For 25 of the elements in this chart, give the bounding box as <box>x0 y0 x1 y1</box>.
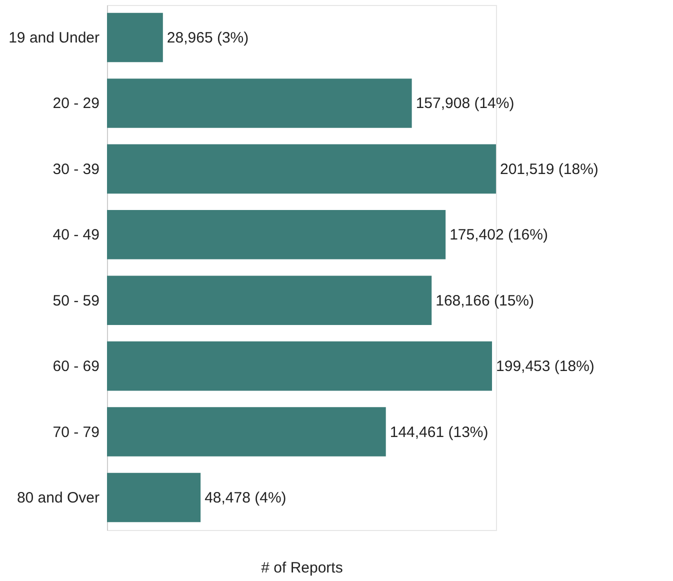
bar <box>107 210 446 260</box>
bar <box>107 276 432 325</box>
bar <box>107 12 163 62</box>
data-label: 201,519 (18%) <box>500 160 598 178</box>
y-tick-label: 80 and Over <box>16 489 100 506</box>
x-axis-title: # of Reports <box>261 560 343 576</box>
y-tick-label: 40 - 49 <box>52 226 100 244</box>
data-label: 199,453 (18%) <box>496 358 594 376</box>
y-tick-label: 20 - 29 <box>52 95 100 112</box>
data-label: 157,908 (14%) <box>416 95 514 112</box>
y-tick-label: 70 - 79 <box>52 424 100 441</box>
y-tick-label: 19 and Under <box>8 30 100 47</box>
bar <box>107 472 201 522</box>
y-tick-label: 60 - 69 <box>52 358 100 376</box>
y-tick-label: 30 - 39 <box>52 160 100 178</box>
bar <box>107 341 492 391</box>
data-label: 175,402 (16%) <box>450 226 548 244</box>
data-label: 168,166 (15%) <box>436 292 534 310</box>
y-tick-label: 50 - 59 <box>52 292 100 310</box>
bar <box>107 144 496 194</box>
data-label: 28,965 (3%) <box>166 30 249 47</box>
data-label: 48,478 (4%) <box>204 489 286 506</box>
bar <box>107 407 386 456</box>
data-label: 144,461 (13%) <box>390 424 488 441</box>
bar <box>107 78 412 128</box>
